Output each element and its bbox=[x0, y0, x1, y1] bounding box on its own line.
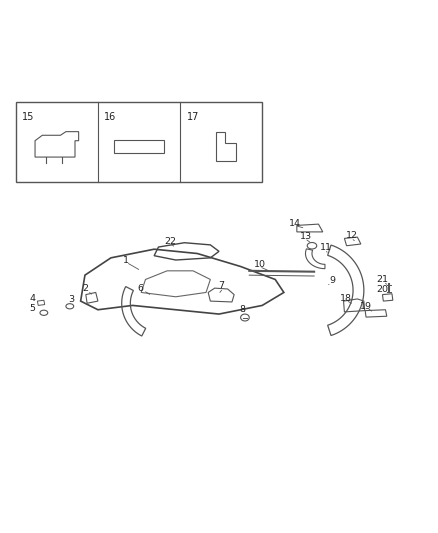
Text: 3: 3 bbox=[68, 295, 74, 304]
Text: 4: 4 bbox=[29, 294, 35, 303]
Text: 12: 12 bbox=[346, 231, 358, 240]
Text: 10: 10 bbox=[254, 260, 266, 269]
Text: 15: 15 bbox=[22, 112, 35, 122]
Text: 18: 18 bbox=[340, 294, 352, 303]
Text: 8: 8 bbox=[240, 305, 246, 314]
Text: 21: 21 bbox=[377, 275, 389, 284]
Text: 20: 20 bbox=[377, 285, 389, 294]
Text: 11: 11 bbox=[320, 243, 332, 252]
Text: 19: 19 bbox=[360, 302, 372, 311]
Text: 13: 13 bbox=[300, 232, 311, 241]
Text: 22: 22 bbox=[165, 237, 177, 246]
Text: 14: 14 bbox=[289, 219, 300, 228]
Text: 17: 17 bbox=[187, 112, 199, 122]
Text: 2: 2 bbox=[82, 285, 88, 294]
Text: 6: 6 bbox=[137, 284, 143, 293]
Text: 16: 16 bbox=[104, 112, 117, 122]
Text: 1: 1 bbox=[123, 255, 129, 264]
Text: 9: 9 bbox=[329, 276, 336, 285]
Bar bbox=[16, 102, 262, 182]
Text: 5: 5 bbox=[29, 304, 35, 313]
Text: 7: 7 bbox=[218, 281, 224, 290]
